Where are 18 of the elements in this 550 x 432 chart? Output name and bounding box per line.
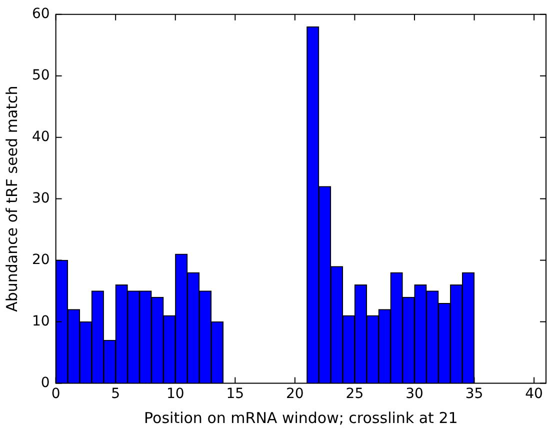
y-tick-label: 40	[32, 128, 50, 145]
y-tick-label: 20	[32, 252, 50, 268]
x-tick-label: 15	[226, 386, 244, 402]
x-tick-label: 35	[465, 386, 484, 402]
y-axis-title: Abundance of tRF seed match	[2, 86, 21, 312]
x-tick-label: 20	[286, 386, 304, 402]
y-tick-label: 60	[32, 6, 50, 22]
x-tick-label: 10	[166, 386, 184, 402]
x-tick-label: 25	[346, 386, 364, 402]
y-tick-label: 50	[32, 68, 50, 84]
y-tick-label: 0	[40, 374, 50, 391]
x-tick-label: 30	[406, 386, 424, 402]
y-tick-label: 10	[32, 313, 50, 330]
x-axis-title: Position on mRNA window; crosslink at 21	[144, 408, 458, 427]
x-tick-label: 5	[111, 386, 120, 402]
x-tick-label: 40	[525, 386, 543, 402]
y-tick-label: 30	[32, 190, 50, 206]
x-tick-label: 0	[51, 386, 60, 402]
